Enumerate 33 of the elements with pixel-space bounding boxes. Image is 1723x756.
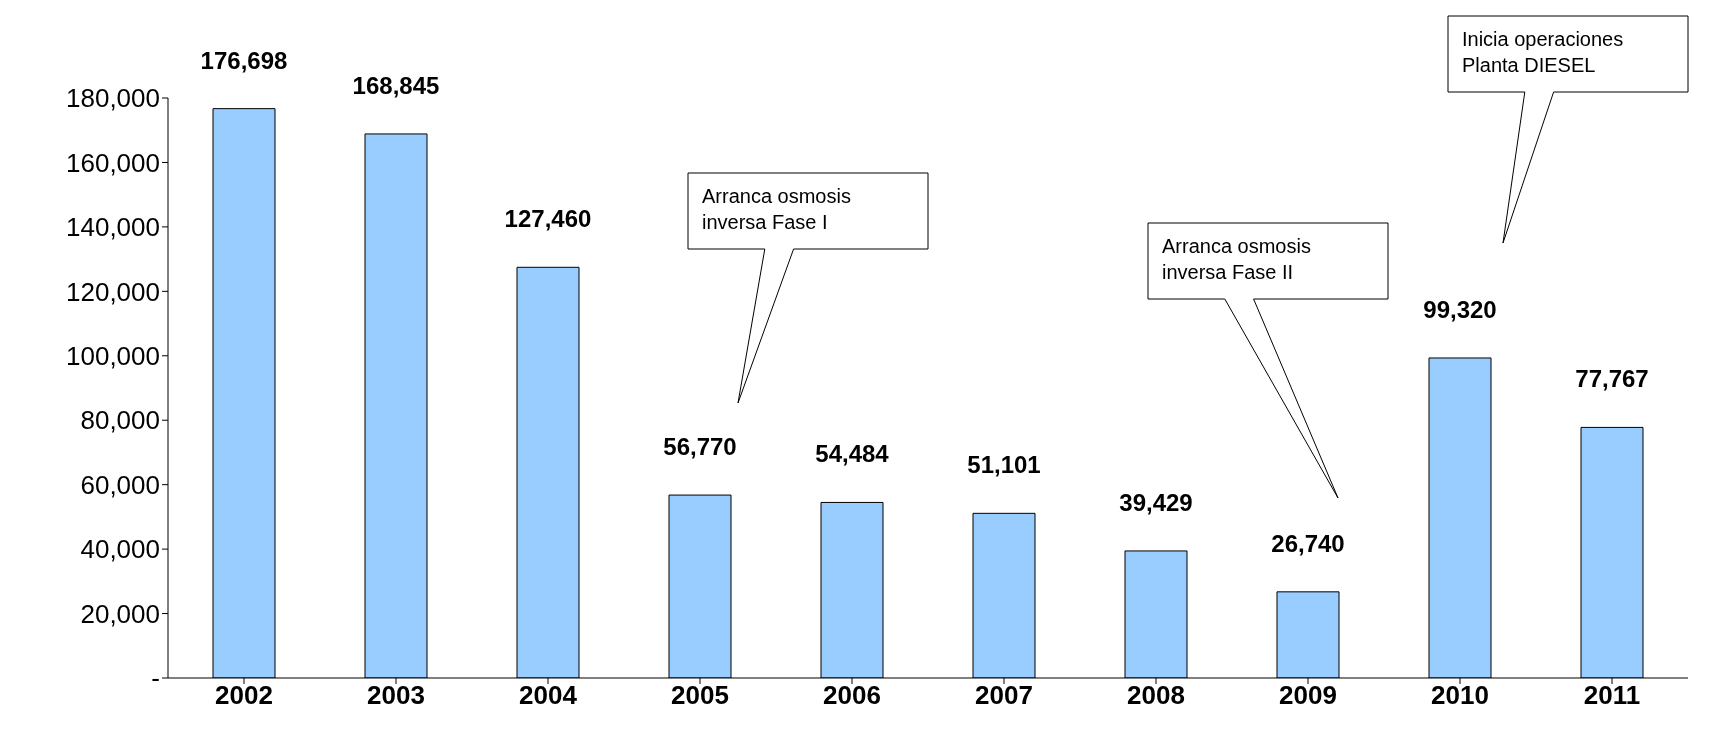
data-label: 26,740 [1271, 529, 1345, 557]
y-tick-label: 80,000 [80, 405, 160, 436]
data-label: 127,460 [504, 205, 592, 233]
y-tick-label: 120,000 [66, 276, 160, 307]
x-tick-label: 2007 [975, 680, 1033, 711]
data-label: 168,845 [352, 71, 440, 99]
x-tick-label: 2009 [1279, 680, 1337, 711]
y-tick-label: 20,000 [80, 598, 160, 629]
x-tick-label: 2008 [1127, 680, 1185, 711]
text: Inicia operaciones Planta DIESEL [1462, 28, 1624, 76]
x-tick-label: 2003 [367, 680, 425, 711]
data-label: 77,767 [1575, 365, 1649, 393]
data-label: 56,770 [663, 433, 737, 461]
data-label: 39,429 [1119, 488, 1193, 516]
data-label: 99,320 [1423, 295, 1497, 323]
y-tick-label: 160,000 [66, 147, 160, 178]
data-label: 176,698 [200, 46, 288, 74]
y-tick-label: 140,000 [66, 212, 160, 243]
annotation: Arranca osmosis inversa Fase I [702, 185, 851, 233]
y-tick-label: 180,000 [66, 83, 160, 114]
x-tick-label: 2011 [1583, 680, 1641, 711]
data-label: 54,484 [815, 440, 890, 468]
x-tick-label: 2006 [823, 680, 881, 711]
annotation: Arranca osmosis inversa Fase II [1162, 235, 1311, 283]
x-tick-label: 2005 [671, 680, 729, 711]
x-tick-label: 2010 [1431, 680, 1489, 711]
y-tick-label: 40,000 [80, 534, 160, 565]
x-tick-label: 2002 [215, 680, 273, 711]
y-tick-label: 60,000 [80, 469, 160, 500]
data-label: 51,101 [967, 451, 1041, 479]
y-tick-label: 100,000 [66, 341, 160, 372]
y-tick-label: - [151, 663, 160, 694]
x-tick-label: 2004 [519, 680, 578, 711]
